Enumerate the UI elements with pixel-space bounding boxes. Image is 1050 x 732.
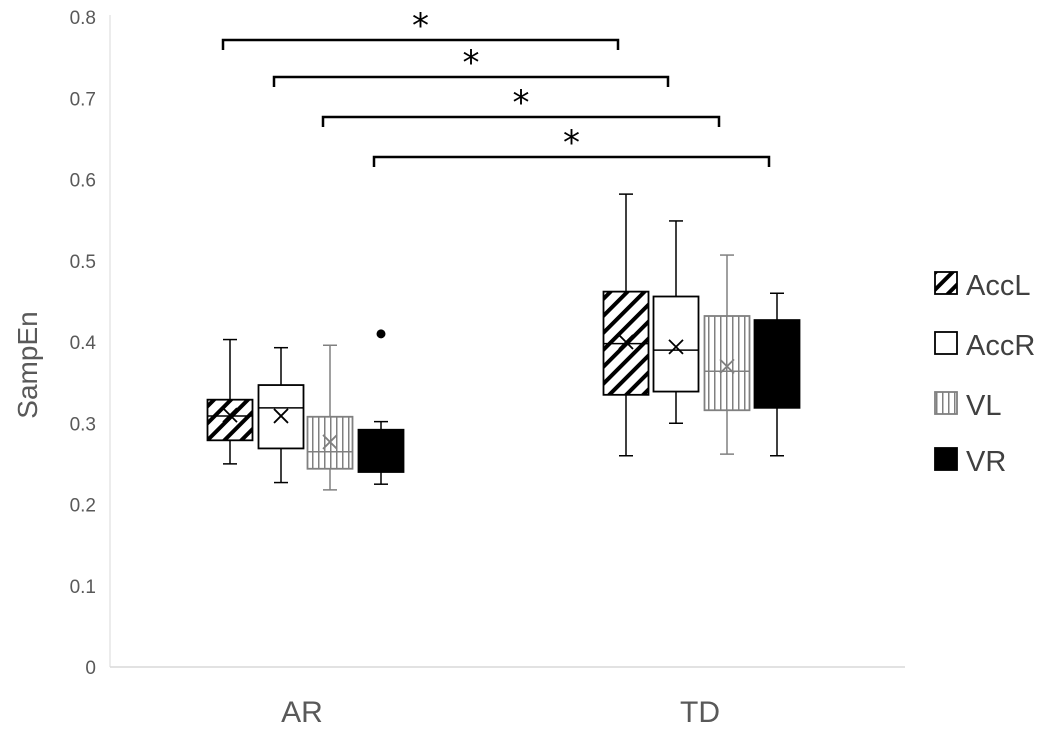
y-axis-title: SampEn xyxy=(12,311,43,418)
legend-item-VR: VR xyxy=(934,446,1006,478)
y-tick-label: 0.8 xyxy=(70,8,96,29)
y-tick-label: 0.5 xyxy=(70,252,96,273)
mean-marker xyxy=(618,334,634,350)
y-tick-label: 0.7 xyxy=(70,89,96,110)
y-axis: 0 0.1 0.2 0.3 0.4 0.5 0.6 0.7 0.8 xyxy=(70,8,111,679)
legend-swatch xyxy=(934,331,958,355)
legend-swatch xyxy=(934,391,958,415)
y-tick-label: 0 xyxy=(85,658,96,679)
box-AccL-AR xyxy=(206,338,254,465)
legend-item-AccR: AccR xyxy=(934,330,1035,362)
box-iqr xyxy=(357,428,405,473)
significance-star: * xyxy=(563,123,580,163)
y-tick-label: 0.1 xyxy=(70,577,96,598)
series-VR xyxy=(357,292,801,485)
x-category-label: TD xyxy=(680,696,720,729)
mean-marker xyxy=(273,408,289,424)
box-iqr xyxy=(703,315,751,412)
box-iqr xyxy=(206,398,254,442)
significance-bracket xyxy=(221,38,620,50)
x-category-labels: AR TD xyxy=(281,696,720,729)
legend-label: VL xyxy=(966,390,1001,422)
significance-bracket xyxy=(272,75,670,87)
box-VR-TD xyxy=(753,292,801,457)
mean-marker xyxy=(322,434,338,450)
legend-item-VL: VL xyxy=(934,390,1001,422)
significance-brackets: * * * * xyxy=(221,6,771,167)
legend-swatch xyxy=(934,447,958,471)
legend-label: AccR xyxy=(966,330,1035,362)
box-AccR-AR xyxy=(257,346,305,484)
box-VL-TD xyxy=(703,254,751,455)
significance-star: * xyxy=(513,83,530,123)
box-iqr xyxy=(753,319,801,409)
box-iqr xyxy=(652,295,700,393)
box-series xyxy=(206,193,801,491)
series-AccL xyxy=(206,193,650,465)
outlier-point xyxy=(376,329,386,339)
significance-star: * xyxy=(463,43,480,83)
mean-marker xyxy=(719,358,735,375)
mean-marker xyxy=(222,407,238,423)
box-AccR-TD xyxy=(652,220,700,424)
mean-marker xyxy=(668,339,684,355)
series-AccR xyxy=(257,220,700,484)
legend: AccL AccR VL VR xyxy=(934,270,1035,478)
y-tick-label: 0.6 xyxy=(70,171,96,192)
series-VL xyxy=(306,254,751,491)
y-tick-label: 0.2 xyxy=(70,496,96,517)
significance-bracket xyxy=(321,115,721,127)
box-VR-AR xyxy=(357,329,405,485)
mean-marker xyxy=(373,439,389,456)
legend-swatch xyxy=(934,271,958,295)
legend-label: AccL xyxy=(966,270,1030,302)
box-AccL-TD xyxy=(602,193,650,457)
y-tick-label: 0.4 xyxy=(70,333,97,354)
legend-label: VR xyxy=(966,446,1006,478)
box-VL-AR xyxy=(306,344,354,491)
significance-star: * xyxy=(412,6,429,46)
significance-bracket xyxy=(372,155,771,167)
y-tick-label: 0.3 xyxy=(70,414,96,435)
legend-item-AccL: AccL xyxy=(934,270,1030,302)
mean-marker xyxy=(769,354,785,370)
x-category-label: AR xyxy=(281,696,323,729)
y-tick-labels: 0 0.1 0.2 0.3 0.4 0.5 0.6 0.7 0.8 xyxy=(70,8,97,679)
